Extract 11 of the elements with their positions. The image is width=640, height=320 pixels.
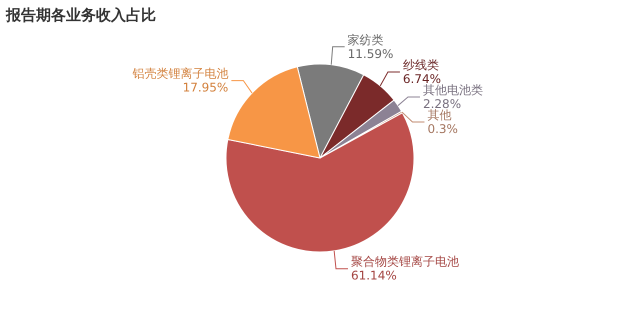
data-label: 11.59% xyxy=(348,46,394,61)
data-label: 17.95% xyxy=(182,80,228,95)
slice-label: 家纺类 xyxy=(348,32,384,47)
slice-label: 聚合物类锂离子电池 xyxy=(350,254,459,269)
data-label: 61.14% xyxy=(350,268,397,283)
slice-label: 其他电池类 xyxy=(422,83,483,98)
slice-label: 其他 xyxy=(427,108,452,122)
chart-title: 报告期各业务收入占比 xyxy=(5,6,156,24)
data-label: 0.3% xyxy=(427,122,458,136)
slice-label: 纱线类 xyxy=(402,58,439,72)
slice-label: 铝壳类锂离子电池 xyxy=(131,66,228,81)
